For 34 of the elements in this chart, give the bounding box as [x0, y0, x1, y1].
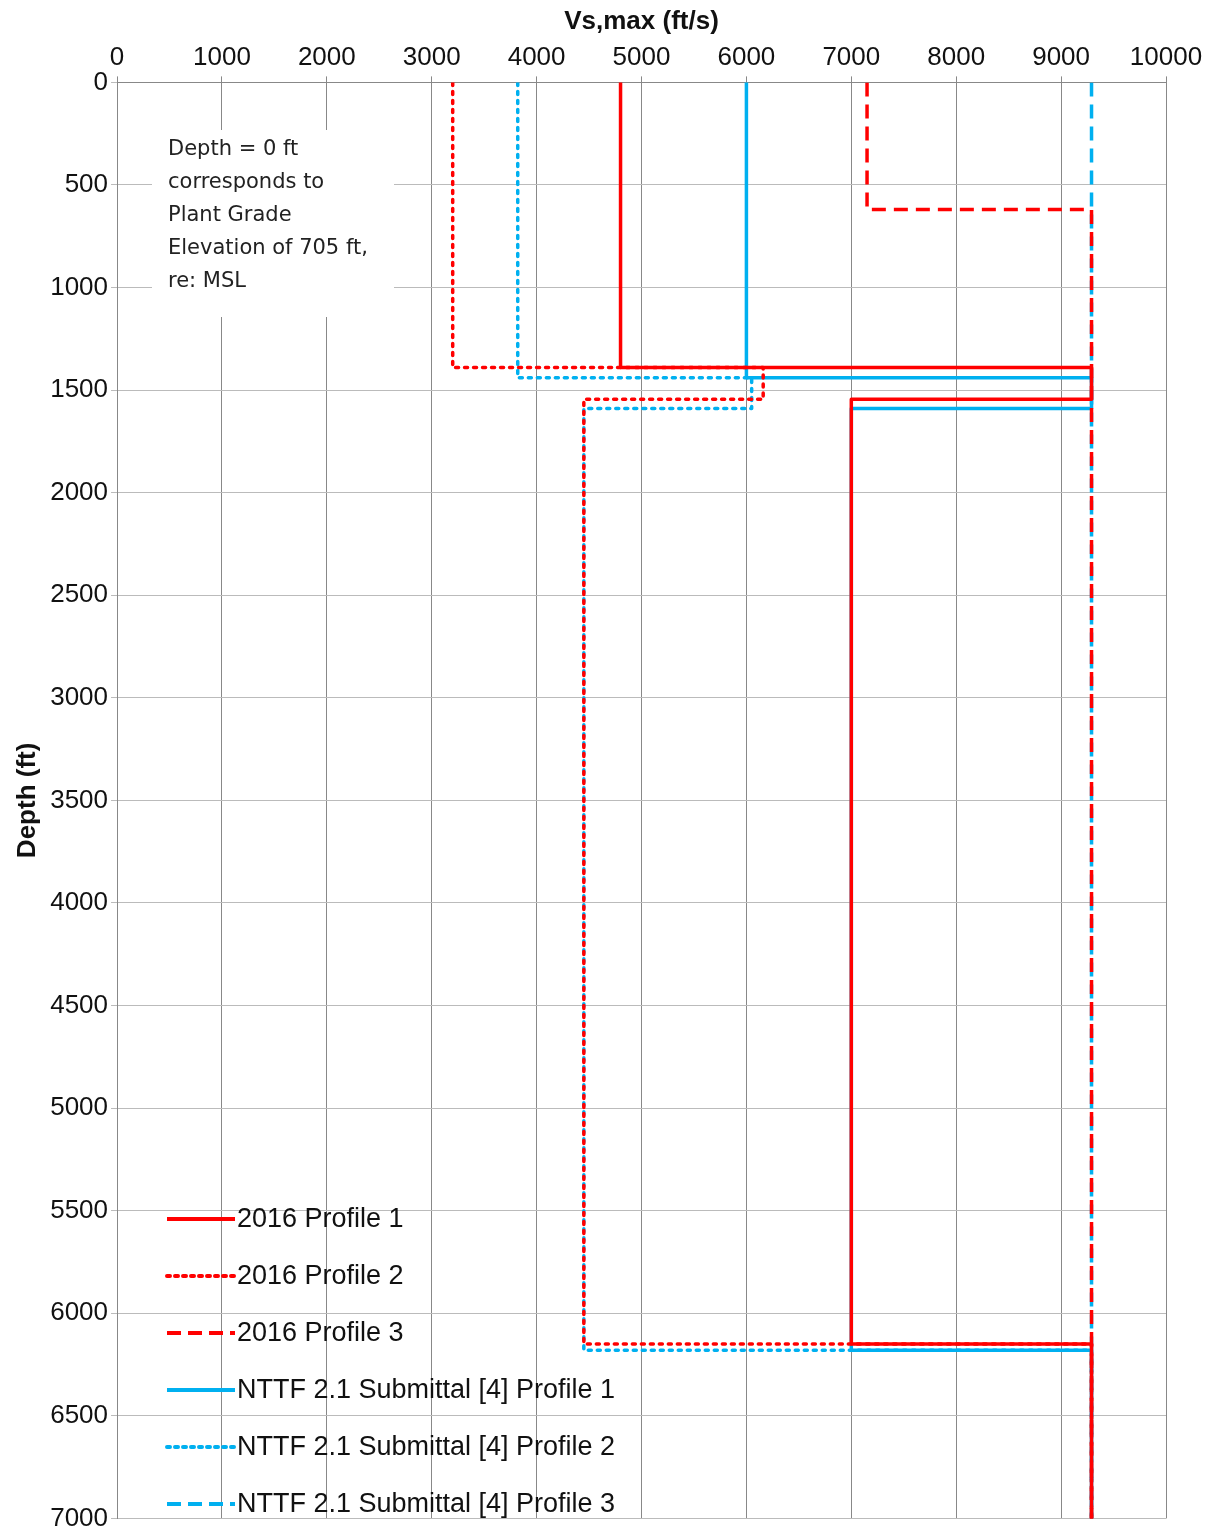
legend-label: 2016 Profile 1	[237, 1203, 404, 1234]
x-tick-label: 6000	[717, 40, 776, 71]
x-tick-label: 4000	[507, 40, 566, 71]
y-tick-label: 3000	[50, 681, 109, 711]
y-tick-label: 7000	[50, 1501, 109, 1532]
x-axis-title: Vs,max (ft/s)	[564, 4, 719, 35]
y-tick-label: 2000	[50, 475, 109, 506]
legend-label: 2016 Profile 3	[237, 1317, 404, 1348]
annotation: Depth = 0 ft corresponds to Plant Grade Elevation of 705 ft, re: MSL	[168, 135, 369, 294]
y-tick-label: 6500	[50, 1399, 109, 1429]
y-tick-label: 2500	[50, 578, 109, 609]
x-tick-label: 7000	[822, 40, 881, 71]
x-tick-label: 10000	[1129, 40, 1203, 71]
y-tick-label: 500	[64, 168, 109, 199]
x-tick-label: 5000	[612, 40, 671, 71]
y-tick-label: 5500	[50, 1193, 109, 1224]
y-tick-label: 4000	[50, 886, 109, 917]
x-tick-label: 3000	[402, 40, 461, 71]
legend-label: NTTF 2.1 Submittal [4] Profile 1	[237, 1374, 616, 1405]
y-tick-label: 1500	[50, 373, 109, 404]
y-tick-label: 4500	[50, 988, 109, 1019]
y-tick-label: 0	[93, 65, 109, 96]
x-tick-label: 9000	[1032, 40, 1091, 71]
x-tick-label: 8000	[927, 40, 986, 71]
legend-label: NTTF 2.1 Submittal [4] Profile 3	[237, 1488, 616, 1519]
legend-label: 2016 Profile 2	[237, 1260, 404, 1291]
y-axis-title: Depth (ft)	[10, 742, 41, 859]
y-tick-label: 1000	[50, 270, 109, 301]
y-tick-label: 6000	[50, 1296, 109, 1327]
legend-label: NTTF 2.1 Submittal [4] Profile 2	[237, 1431, 616, 1462]
x-tick-label: 1000	[193, 40, 251, 71]
y-tick-label: 3500	[50, 783, 109, 814]
x-tick-label: 2000	[297, 40, 356, 71]
y-tick-label: 5000	[50, 1091, 109, 1122]
